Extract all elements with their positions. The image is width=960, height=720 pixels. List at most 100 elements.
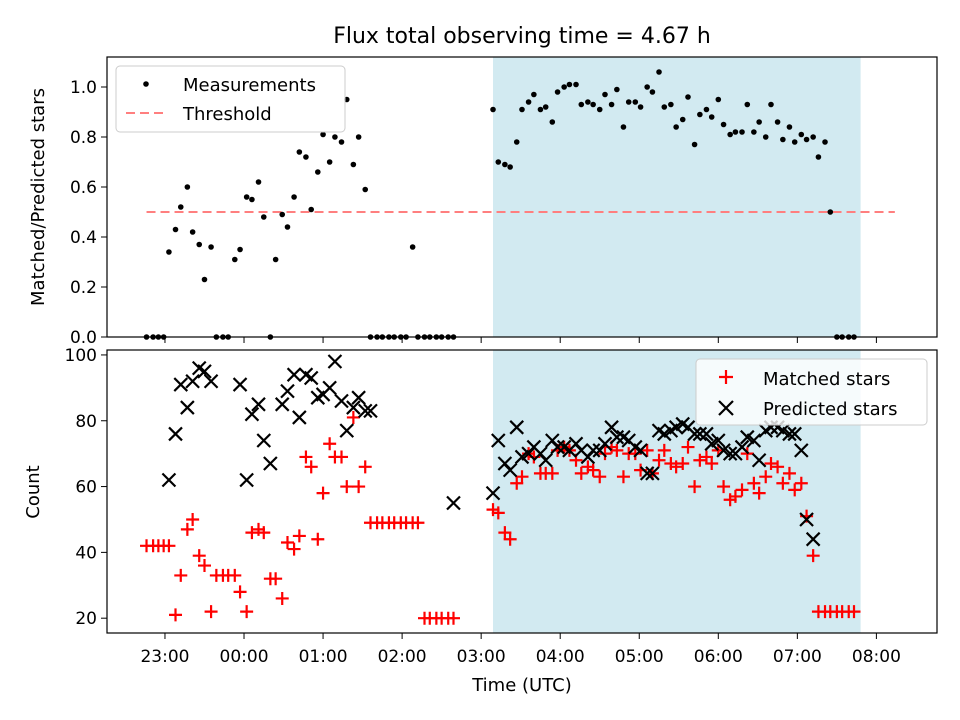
predicted-star-point	[351, 390, 366, 405]
measurement-point	[691, 141, 698, 148]
measurement-point	[739, 129, 745, 135]
predicted-star-point	[645, 466, 660, 481]
matched-star-point	[705, 457, 719, 471]
measurement-point	[284, 224, 291, 230]
predicted-star-point	[722, 446, 738, 461]
measurement-point	[201, 276, 208, 283]
top-y-tick-label: 1.0	[70, 78, 97, 98]
measurement-point	[810, 134, 816, 140]
measurement-point	[189, 229, 196, 235]
measurement-point	[815, 154, 822, 160]
predicted-star-point	[734, 439, 750, 455]
predicted-star-point	[746, 433, 762, 448]
measurement-point	[732, 129, 739, 135]
measurement-point	[566, 81, 573, 88]
matched-star-point	[616, 470, 630, 484]
measurement-point	[314, 169, 321, 175]
measurement-point	[614, 86, 620, 93]
predicted-star-point	[232, 377, 248, 392]
x-tick-label: 03:00	[457, 647, 506, 667]
predicted-star-point	[322, 380, 337, 396]
predicted-star-point	[502, 462, 518, 478]
predicted-star-point	[274, 397, 290, 412]
top-legend: Measurements Threshold	[115, 65, 346, 133]
matched-star-point	[688, 480, 702, 494]
measurement-point	[255, 179, 262, 185]
matched-star-point	[545, 466, 559, 480]
matched-star-point	[446, 611, 460, 625]
matched-star-point	[192, 549, 206, 563]
measurement-point	[573, 81, 579, 88]
predicted-star-point	[168, 426, 183, 442]
predicted-star-point	[609, 429, 625, 445]
measurement-point	[291, 194, 297, 200]
measurement-point	[661, 104, 668, 110]
measurement-point	[409, 244, 416, 250]
measurement-point	[596, 106, 603, 113]
measurement-point	[549, 119, 556, 125]
measurement-point	[495, 159, 502, 165]
measurement-point	[780, 136, 786, 143]
measurement-point	[166, 249, 172, 255]
x-tick-label: 23:00	[140, 647, 189, 667]
measurement-point	[531, 91, 537, 98]
predicted-star-point	[550, 439, 565, 455]
measurement-point	[602, 91, 608, 98]
predicted-star-point	[239, 472, 254, 488]
matched-star-point	[735, 483, 749, 497]
matched-star-point	[693, 453, 707, 467]
top-y-tick-label: 0.0	[70, 328, 97, 348]
top-y-tick-label: 0.4	[70, 228, 97, 248]
matched-star-point	[304, 460, 318, 474]
predicted-star-point	[292, 410, 307, 425]
x-tick-label: 07:00	[773, 647, 822, 667]
top-plot-frame	[106, 56, 938, 338]
x-tick-label: 06:00	[694, 647, 743, 667]
measurement-point	[673, 124, 679, 130]
matched-star-point	[574, 466, 588, 480]
matched-star-point	[299, 450, 313, 464]
matched-star-point	[652, 453, 666, 467]
predicted-star-point	[173, 377, 189, 392]
predicted-star-point	[327, 354, 343, 369]
bottom-legend: Matched stars Predicted stars	[695, 358, 928, 426]
matched-star-point	[752, 486, 766, 500]
predicted-star-point	[185, 373, 200, 389]
matched-star-point	[180, 522, 194, 536]
predicted-star-point	[787, 426, 802, 442]
bottom-ticks: 20 40 60 80 100 23:00 00:00 01:00 02:00 03:00 04:0…	[65, 346, 901, 667]
measurement-point	[231, 256, 238, 263]
measurement-point	[308, 206, 315, 213]
matched-star-point	[699, 450, 713, 464]
matched-star-point	[197, 559, 211, 573]
bottom-legend-box	[695, 358, 928, 426]
top-y-tick-label: 0.8	[70, 128, 97, 148]
measurement-point	[296, 149, 303, 155]
measurement-point	[554, 89, 561, 95]
measurement-point	[608, 101, 615, 108]
matched-star-point	[269, 572, 283, 586]
predicted-star-point	[805, 531, 821, 547]
predicted-star-point	[263, 456, 278, 471]
measurement-point	[679, 116, 686, 123]
predicted-star-point	[692, 426, 708, 442]
measurement-point	[774, 119, 781, 125]
matched-star-point	[233, 585, 247, 599]
bottom-y-tick-label: 80	[75, 412, 97, 432]
predicted-star-point	[699, 426, 714, 442]
predicted-star-point	[339, 423, 355, 438]
top-legend-box	[115, 65, 346, 133]
matched-star-point	[411, 516, 425, 530]
measurement-point	[561, 84, 567, 90]
x-tick-label: 02:00	[378, 647, 427, 667]
matched-star-point	[728, 489, 742, 503]
measurement-point	[350, 161, 357, 168]
measurement-point	[625, 99, 632, 105]
predicted-star-point	[280, 383, 295, 399]
measurement-point	[585, 99, 591, 105]
predicted-star-point	[538, 452, 553, 468]
top-y-tick-label: 0.2	[70, 278, 97, 298]
matched-star-point	[162, 539, 176, 553]
matched-star-point	[228, 568, 242, 582]
predicted-star-point	[303, 370, 319, 386]
